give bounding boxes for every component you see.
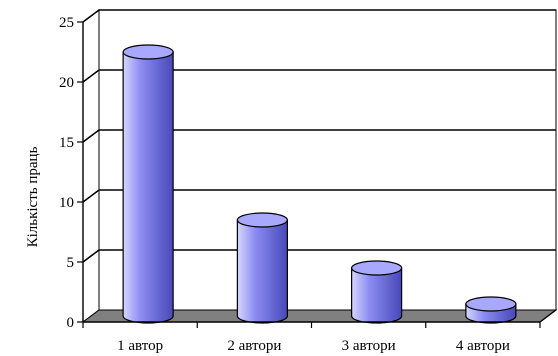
bar: [122, 44, 174, 324]
y-tick-label: 0: [67, 315, 75, 331]
axes: [77, 21, 557, 328]
gridline: [82, 129, 556, 143]
gridline: [82, 249, 556, 263]
bar-top: [351, 260, 403, 276]
gridline: [82, 189, 556, 203]
bar: [236, 212, 288, 324]
gridline: [82, 9, 556, 23]
gridline: [82, 69, 556, 83]
bar-body: [236, 219, 288, 324]
y-tick-label: 5: [67, 255, 75, 271]
bar: [465, 296, 517, 324]
gridlines: [82, 9, 556, 263]
y-axis-title: Кількість праць: [25, 146, 41, 247]
side-wall: [82, 9, 100, 323]
x-category-label: 4 автори: [456, 338, 510, 354]
y-tick-labels: 0 5 10 15 20 25: [59, 15, 74, 331]
bar-top: [236, 212, 288, 228]
x-category-labels: 1 автор 2 автори 3 автори 4 автори: [117, 338, 510, 354]
bar: [351, 260, 403, 324]
x-axis-end: [539, 309, 557, 323]
x-category-label: 3 автори: [342, 338, 396, 354]
x-category-label: 1 автор: [117, 338, 163, 354]
x-category-label: 2 автори: [227, 338, 281, 354]
bar-body: [351, 267, 403, 324]
bars: [122, 44, 517, 324]
y-tick-label: 25: [59, 15, 74, 31]
y-tick-label: 10: [59, 195, 74, 211]
bar-top: [122, 44, 174, 60]
y-tick-label: 15: [59, 135, 74, 151]
bar-top: [465, 296, 517, 312]
bar-body: [122, 51, 174, 324]
y-tick-label: 20: [59, 75, 74, 91]
